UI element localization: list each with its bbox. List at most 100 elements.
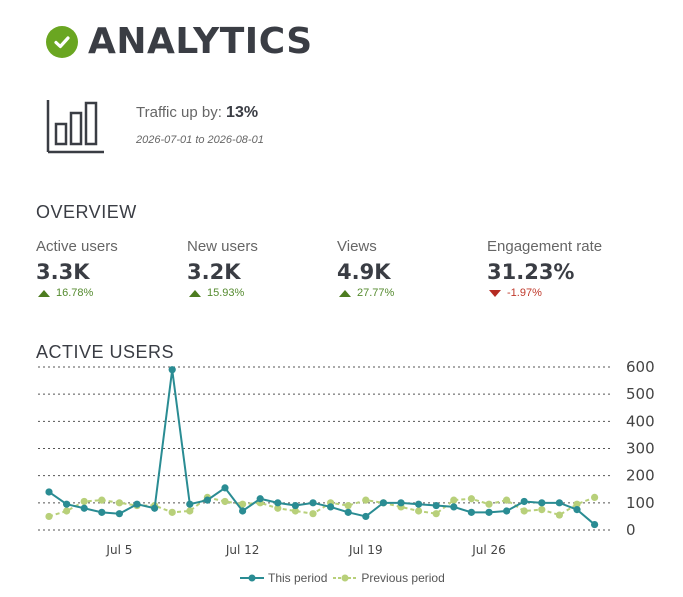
data-point — [591, 493, 599, 501]
data-point — [503, 496, 511, 504]
page-title: ANALYTICS — [88, 21, 313, 62]
date-range: 2026-07-01 to 2026-08-01 — [136, 134, 264, 146]
metric-value: 4.9K — [337, 260, 391, 284]
data-point — [291, 507, 299, 515]
metric-label: Engagement rate — [487, 238, 603, 255]
traffic-value: 13% — [226, 104, 259, 121]
metric-value: 3.2K — [187, 260, 241, 284]
data-point — [432, 510, 440, 518]
data-point — [379, 499, 387, 507]
data-point — [221, 497, 229, 506]
data-point — [274, 499, 282, 507]
data-point — [573, 506, 581, 514]
y-tick-label: 600 — [626, 358, 655, 376]
x-tick-label: Jul 19 — [348, 543, 383, 557]
data-point — [221, 484, 229, 492]
y-tick-label: 100 — [626, 494, 655, 512]
data-point — [362, 512, 370, 521]
data-point — [203, 496, 211, 504]
data-point — [503, 507, 511, 515]
metric-value: 3.3K — [36, 260, 90, 284]
data-point — [63, 507, 71, 515]
legend-label: This period — [268, 571, 328, 585]
metric-new-users: New users 3.2K 15.93% — [187, 238, 337, 299]
metric-active-users: Active users 3.3K 16.78% — [36, 238, 186, 299]
data-point — [256, 495, 264, 503]
data-point — [467, 508, 475, 516]
data-point — [186, 507, 194, 515]
data-point — [115, 510, 123, 518]
data-point — [538, 506, 546, 514]
data-point — [520, 497, 528, 506]
legend-previous-period[interactable]: Previous period — [333, 571, 445, 585]
arrow-down-icon — [489, 289, 501, 297]
metric-change: 16.78% — [36, 287, 186, 299]
metric-change: -1.97% — [487, 287, 657, 299]
metric-change-value: 27.77% — [357, 287, 395, 299]
data-point — [415, 507, 423, 515]
arrow-up-icon — [189, 289, 201, 297]
arrow-up-icon — [38, 289, 50, 297]
data-point — [555, 499, 564, 507]
arrow-up-icon — [339, 289, 351, 297]
data-point — [80, 504, 88, 512]
data-point — [80, 497, 88, 506]
data-point — [573, 500, 581, 508]
chart-legend: This period Previous period — [240, 571, 451, 585]
metric-label: Views — [337, 238, 377, 255]
x-tick-label: Jul 12 — [225, 543, 260, 557]
page-header: ANALYTICS — [46, 22, 313, 62]
data-point — [520, 507, 528, 515]
series-line — [48, 369, 596, 526]
traffic-summary: Traffic up by: 13% — [136, 104, 258, 122]
data-point — [432, 501, 440, 510]
check-circle-icon — [46, 26, 78, 58]
legend-label: Previous period — [361, 571, 445, 585]
metric-value: 31.23% — [487, 260, 575, 284]
data-point — [538, 499, 546, 507]
data-point — [397, 499, 405, 507]
data-point — [186, 500, 194, 508]
data-point — [327, 503, 335, 511]
data-point — [98, 508, 106, 516]
data-point — [309, 499, 317, 507]
y-tick-label: 400 — [626, 412, 655, 430]
data-point — [274, 504, 282, 512]
data-point — [344, 508, 352, 516]
data-point — [415, 500, 423, 508]
data-point — [467, 495, 475, 503]
y-tick-label: 300 — [626, 440, 655, 458]
data-point — [485, 508, 493, 516]
y-tick-label: 200 — [626, 467, 655, 485]
data-point — [362, 496, 370, 504]
x-tick-label: Jul 5 — [105, 543, 132, 557]
data-point — [239, 500, 247, 508]
metric-engagement-rate: Engagement rate 31.23% -1.97% — [487, 238, 657, 299]
active-users-title: ACTIVE USERS — [36, 342, 175, 362]
data-point — [168, 508, 176, 516]
metric-change-value: 16.78% — [56, 287, 94, 299]
data-point — [450, 496, 458, 504]
data-point — [555, 511, 564, 519]
data-point — [309, 510, 317, 518]
data-point — [133, 500, 141, 508]
data-point — [151, 504, 159, 512]
legend-line-solid-icon — [240, 574, 264, 582]
legend-this-period[interactable]: This period — [240, 571, 327, 585]
metric-change-value: 15.93% — [207, 287, 245, 299]
metric-label: Active users — [36, 238, 118, 255]
data-point — [45, 488, 53, 496]
bar-chart-icon — [46, 98, 106, 163]
metric-views: Views 4.9K 27.77% — [337, 238, 487, 299]
data-point — [485, 500, 493, 508]
y-tick-label: 0 — [626, 521, 636, 539]
data-point — [591, 520, 599, 529]
active-users-chart: 0 100 200 300 400 500 600 Jul 5 Jul 12 Jul 19 Jul … — [38, 358, 655, 557]
data-point — [168, 366, 176, 374]
traffic-label: Traffic up by: — [136, 104, 222, 121]
data-point — [63, 500, 71, 508]
data-point — [450, 503, 458, 511]
data-point — [115, 499, 123, 507]
metric-change: 27.77% — [337, 287, 487, 299]
metric-label: New users — [187, 238, 258, 255]
